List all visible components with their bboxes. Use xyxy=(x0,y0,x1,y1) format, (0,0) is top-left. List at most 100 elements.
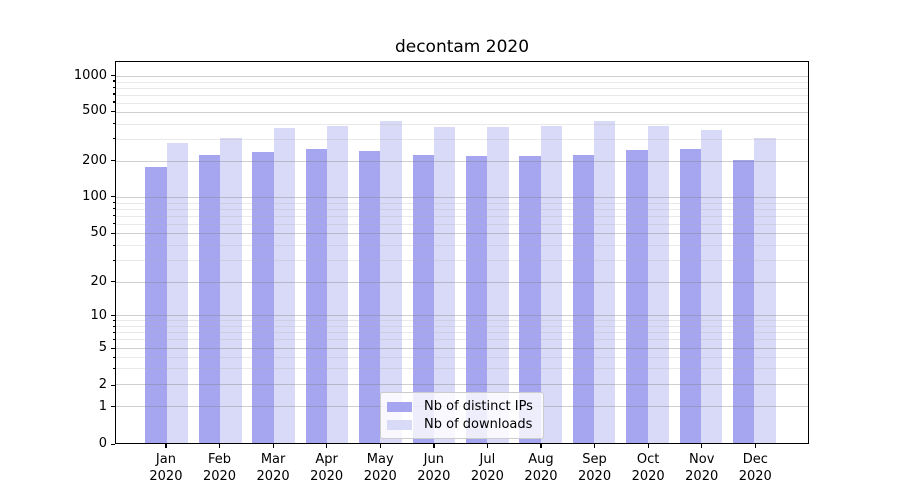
x-tick-mark xyxy=(754,444,756,448)
minor-gridline xyxy=(116,81,808,83)
x-tick-mark xyxy=(594,444,596,448)
y-tick-label: 0 xyxy=(98,436,107,451)
bar-distinct-ips-jun xyxy=(412,154,434,443)
bar-downloads-sep xyxy=(594,120,616,443)
x-tick-mark xyxy=(647,444,649,448)
y-tick-label: 10 xyxy=(90,307,107,323)
year-label: 2020 xyxy=(417,468,451,484)
y-tick-label: 2 xyxy=(98,377,107,393)
month-label: Jun xyxy=(423,452,444,467)
x-tick-mark xyxy=(326,444,328,448)
y-minor-tick-mark xyxy=(112,201,115,203)
bar-downloads-apr xyxy=(327,125,349,443)
bar-distinct-ips-jan xyxy=(145,166,167,443)
major-gridline xyxy=(116,161,808,163)
year-label: 2020 xyxy=(310,468,344,484)
bar-distinct-ips-oct xyxy=(626,150,648,443)
bar-distinct-ips-jul xyxy=(466,155,488,443)
legend-swatch-distinct-ips xyxy=(387,401,412,412)
x-tick-label-dec: Dec 2020 xyxy=(739,452,772,485)
y-tick-mark xyxy=(111,443,115,445)
bar-distinct-ips-mar xyxy=(252,152,274,443)
x-tick-mark xyxy=(701,444,703,448)
x-tick-label-may: May 2020 xyxy=(364,452,397,485)
bar-downloads-oct xyxy=(647,125,669,443)
x-tick-label-feb: Feb 2020 xyxy=(203,452,236,485)
x-tick-mark xyxy=(219,444,221,448)
y-minor-tick-mark xyxy=(112,325,115,327)
y-tick-mark xyxy=(111,384,115,386)
minor-gridline xyxy=(116,215,808,217)
minor-gridline xyxy=(116,339,808,341)
chart-title: decontam 2020 xyxy=(394,37,530,57)
year-label: 2020 xyxy=(578,468,612,484)
minor-gridline xyxy=(116,223,808,225)
month-label: Nov xyxy=(689,452,715,467)
y-tick-label: 500 xyxy=(82,103,107,119)
bar-distinct-ips-aug xyxy=(519,155,541,443)
month-label: May xyxy=(366,452,394,467)
minor-gridline xyxy=(116,320,808,322)
x-tick-label-sep: Sep 2020 xyxy=(578,452,611,485)
minor-gridline xyxy=(116,139,808,141)
bar-distinct-ips-may xyxy=(359,151,381,443)
year-label: 2020 xyxy=(685,468,719,484)
y-minor-tick-mark xyxy=(112,122,115,124)
y-tick-label: 1 xyxy=(98,398,107,414)
bar-downloads-jun xyxy=(433,126,456,443)
month-label: Apr xyxy=(315,452,338,467)
y-tick-mark xyxy=(111,347,115,349)
legend-label-distinct-ips: Nb of distinct IPs xyxy=(424,399,533,414)
bar-downloads-jan xyxy=(166,143,189,443)
year-label: 2020 xyxy=(631,468,665,484)
y-tick-label: 100 xyxy=(82,188,107,204)
y-minor-tick-mark xyxy=(112,244,115,246)
legend-label-downloads: Nb of downloads xyxy=(424,417,533,432)
year-label: 2020 xyxy=(256,468,290,484)
y-tick-mark xyxy=(111,196,115,198)
y-minor-tick-mark xyxy=(112,356,115,358)
year-label: 2020 xyxy=(363,468,397,484)
bar-distinct-ips-dec xyxy=(733,159,755,443)
x-tick-mark xyxy=(433,444,435,448)
y-minor-tick-mark xyxy=(112,138,115,140)
minor-gridline xyxy=(116,356,808,358)
major-gridline xyxy=(116,76,808,78)
bar-downloads-jul xyxy=(487,126,509,443)
minor-gridline xyxy=(116,123,808,125)
legend-item-downloads: Nb of downloads xyxy=(387,417,533,432)
minor-gridline xyxy=(116,94,808,96)
minor-gridline xyxy=(116,87,808,89)
year-label: 2020 xyxy=(738,468,772,484)
bar-downloads-aug xyxy=(540,125,563,443)
y-minor-tick-mark xyxy=(112,207,115,210)
month-label: Aug xyxy=(528,452,554,467)
month-label: Jul xyxy=(479,452,496,467)
minor-gridline xyxy=(116,202,808,204)
bar-downloads-dec xyxy=(754,137,776,443)
month-label: Dec xyxy=(742,452,768,467)
minor-gridline xyxy=(116,245,808,247)
y-minor-tick-mark xyxy=(112,368,115,370)
legend-swatch-downloads xyxy=(387,419,412,430)
y-tick-mark xyxy=(111,110,115,112)
month-label: Oct xyxy=(636,452,660,467)
bar-distinct-ips-feb xyxy=(198,154,221,443)
month-label: Sep xyxy=(582,452,607,467)
year-label: 2020 xyxy=(149,468,183,484)
x-tick-mark xyxy=(165,444,167,448)
y-tick-label: 5 xyxy=(98,340,107,356)
x-tick-label-jan: Jan 2020 xyxy=(149,452,182,485)
y-minor-tick-mark xyxy=(112,259,115,261)
minor-gridline xyxy=(116,331,808,333)
month-label: Feb xyxy=(208,452,232,467)
month-label: Mar xyxy=(260,452,286,467)
x-tick-label-nov: Nov 2020 xyxy=(685,452,718,485)
bar-distinct-ips-sep xyxy=(572,154,595,443)
y-minor-tick-mark xyxy=(112,86,115,88)
y-minor-tick-mark xyxy=(112,80,115,82)
y-tick-label: 200 xyxy=(82,152,107,168)
y-minor-tick-mark xyxy=(112,215,115,217)
x-tick-mark xyxy=(272,444,274,448)
year-label: 2020 xyxy=(202,468,237,484)
